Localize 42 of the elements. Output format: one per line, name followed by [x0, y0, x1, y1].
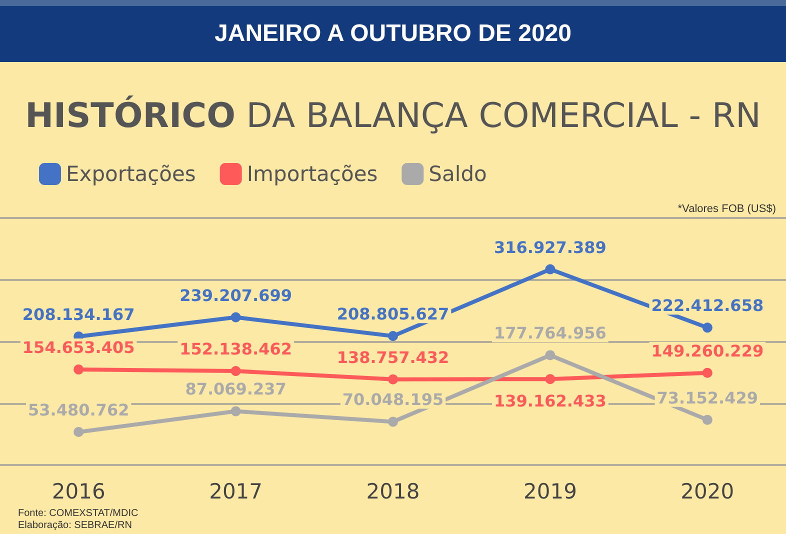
data-label: 208.805.627 [336, 304, 450, 324]
point [388, 416, 398, 427]
data-label: 87.069.237 [185, 380, 286, 399]
point [702, 322, 712, 333]
data-label: 208.134.167 [22, 304, 135, 324]
data-label: 139.162.433 [494, 392, 606, 411]
chart-subtitle: JANEIRO A OUTUBRO DE 2020 [0, 0, 786, 62]
point [545, 350, 556, 360]
point [230, 366, 241, 376]
x-tick-label: 2020 [680, 480, 734, 504]
text: Elaboração: SEBRAE/RN [18, 520, 132, 531]
data-label: 53.480.762 [28, 400, 130, 420]
x-tick-label: 2019 [523, 480, 577, 504]
point [230, 406, 241, 416]
data-label: 149.260.229 [651, 341, 764, 360]
data-label: 73.152.429 [656, 388, 758, 408]
data-label: 152.138.462 [180, 340, 292, 359]
point [702, 368, 712, 378]
data-label: 239.207.699 [180, 286, 292, 305]
data-label: 70.048.195 [342, 390, 444, 410]
x-tick-label: 2017 [209, 480, 263, 504]
point [388, 331, 398, 342]
point [388, 374, 398, 384]
x-tick-label: 2016 [52, 480, 106, 504]
point [74, 426, 84, 437]
data-label: 154.653.405 [22, 338, 135, 357]
source-note: Fonte: COMEXSTAT/MDIC [18, 508, 138, 519]
point [545, 264, 556, 274]
legend-label: Exportações [66, 162, 196, 186]
chart-title: HISTÓRICO DA BALANÇA COMERCIAL - RN [24, 96, 762, 136]
point [702, 414, 712, 425]
text: *Valores FOB (US$) [678, 203, 776, 215]
data-label: 316.927.389 [494, 238, 606, 257]
data-label: 138.757.432 [336, 348, 450, 367]
x-tick-label: 2018 [366, 480, 420, 504]
point [545, 374, 556, 384]
point [74, 364, 84, 374]
legend-label: Saldo [428, 162, 487, 186]
data-label: 177.764.956 [494, 324, 606, 343]
legend-label: Importações [246, 162, 378, 186]
data-label: 222.412.658 [651, 296, 764, 316]
point [230, 312, 241, 322]
